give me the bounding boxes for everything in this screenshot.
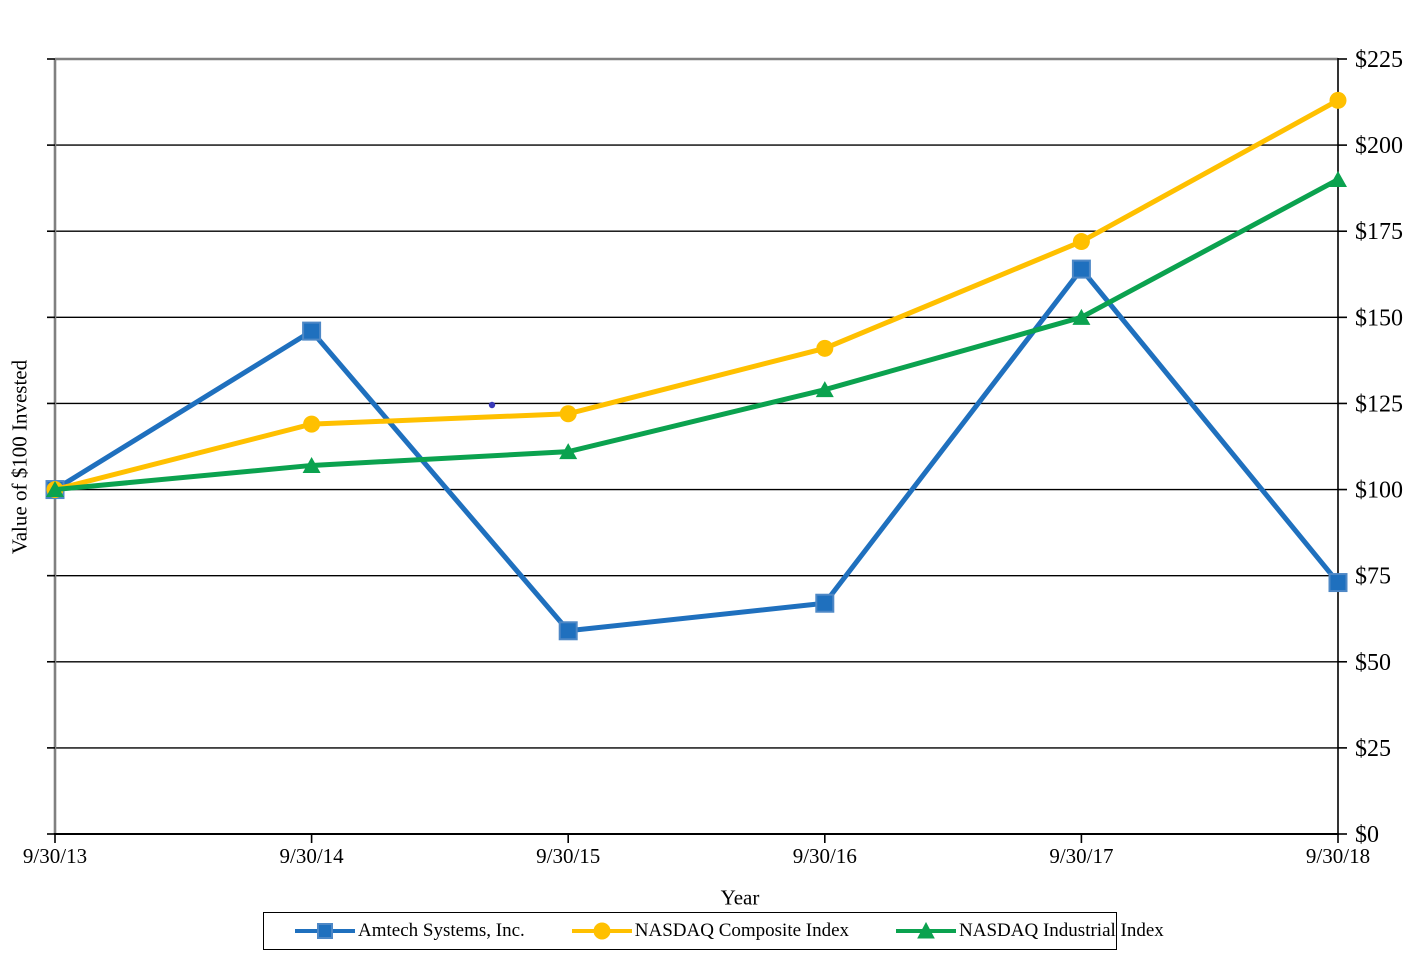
data-point-triangle [1329, 171, 1347, 188]
legend-item-nasdaq-industrial: NASDAQ Industrial Index [895, 920, 1164, 942]
legend-item-amtech: Amtech Systems, Inc. [294, 920, 525, 942]
data-point-circle [303, 415, 321, 433]
series-line-square [52, 265, 1341, 634]
triangle-marker-icon [896, 922, 957, 939]
data-point-triangle [815, 381, 834, 398]
stray-dot [488, 401, 496, 409]
y-tick-label: $75 [1355, 564, 1391, 590]
x-tick-label: 9/30/17 [1049, 844, 1113, 868]
y-tick-label: $200 [1355, 133, 1403, 159]
data-point-triangle [302, 456, 321, 473]
series-line-triangle [52, 177, 1341, 493]
y-tick-label: $0 [1355, 822, 1379, 848]
legend-label: NASDAQ Industrial Index [959, 920, 1164, 941]
x-tick-label: 9/30/13 [23, 844, 87, 868]
data-point-circle [1072, 233, 1090, 251]
square-marker-icon [295, 923, 355, 939]
data-point-circle [816, 339, 834, 357]
y-tick-label: $50 [1355, 650, 1391, 676]
data-point-triangle [46, 481, 64, 498]
x-tick-label: 9/30/14 [280, 844, 345, 868]
x-tick-label: 9/30/16 [793, 844, 857, 868]
y-tick-label: $175 [1355, 219, 1403, 245]
y-tick-label: $100 [1355, 478, 1403, 504]
data-point-square [1328, 573, 1348, 593]
y-tick-label: $125 [1355, 391, 1403, 417]
y-axis-title: Value of $100 Invested [7, 359, 32, 555]
data-point-square [1071, 259, 1091, 279]
circle-marker-icon [571, 922, 632, 940]
series-line-circle [52, 97, 1341, 493]
y-tick-label: $25 [1355, 736, 1391, 762]
data-point-square [558, 621, 578, 641]
data-point-triangle [559, 443, 578, 460]
data-point-circle [559, 405, 577, 423]
legend-label: Amtech Systems, Inc. [358, 920, 525, 941]
data-point-square [815, 593, 835, 613]
x-tick-label: 9/30/18 [1306, 844, 1370, 868]
data-point-square [302, 321, 322, 341]
data-point-circle [1329, 91, 1347, 109]
data-point-triangle [1072, 308, 1091, 325]
legend: Amtech Systems, Inc. NASDAQ Composite In… [263, 912, 1164, 950]
x-tick-label: 9/30/15 [536, 844, 600, 868]
x-axis-title: Year [720, 885, 760, 910]
y-tick-label: $150 [1355, 305, 1403, 331]
legend-label: NASDAQ Composite Index [634, 920, 850, 941]
y-tick-label: $225 [1355, 47, 1403, 73]
legend-item-nasdaq-composite: NASDAQ Composite Index [571, 920, 849, 942]
